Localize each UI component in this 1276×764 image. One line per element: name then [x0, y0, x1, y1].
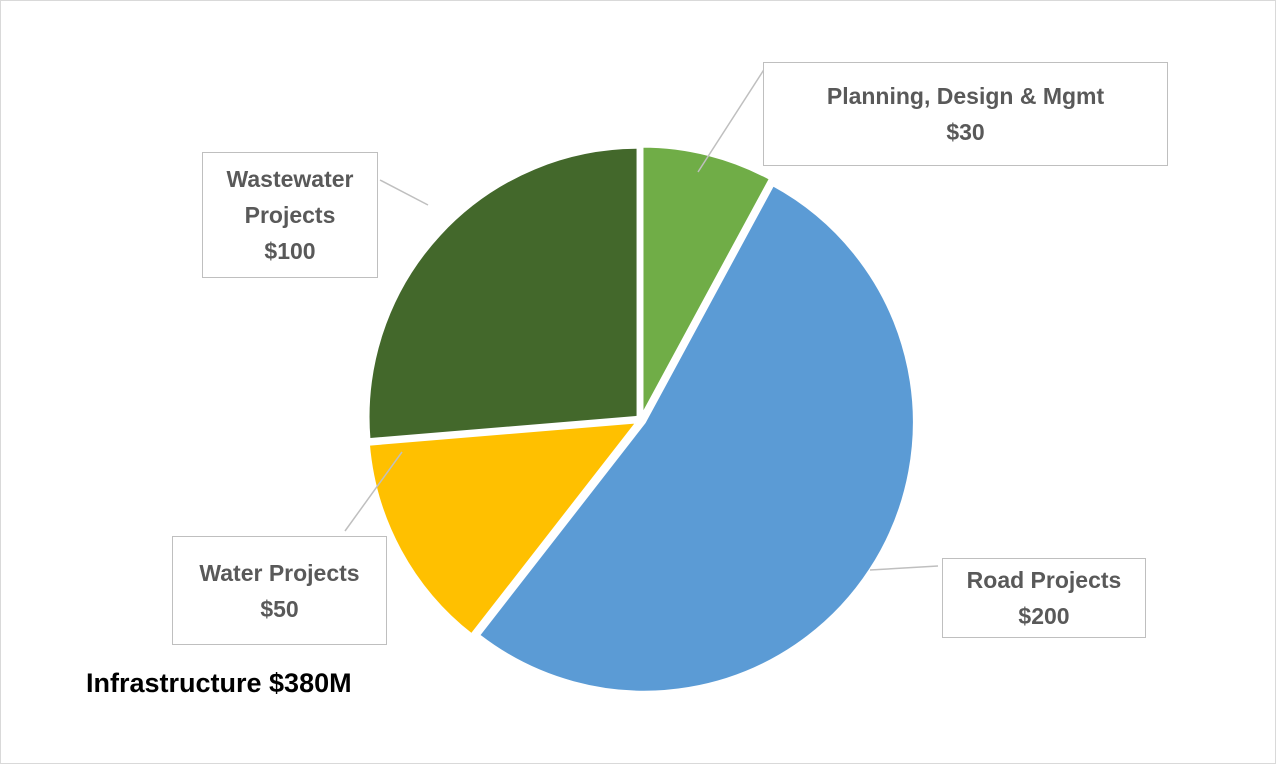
- pie-slice: [640, 144, 773, 417]
- leader-line: [379, 179, 429, 206]
- data-label: Water Projects $50: [172, 536, 387, 645]
- label-name: Road Projects: [966, 567, 1122, 593]
- leader-line: [869, 565, 939, 571]
- pie-slice: [366, 420, 641, 638]
- chart-title: Infrastructure $380M: [86, 668, 352, 698]
- data-label: Road Projects $200: [942, 558, 1146, 638]
- pie-slice: [366, 145, 640, 442]
- label-value: $50: [260, 595, 299, 622]
- leader-line: [344, 451, 403, 532]
- label-name: Planning, Design & Mgmt: [826, 83, 1105, 109]
- label-value: $200: [1018, 603, 1070, 629]
- label-value: $100: [264, 238, 316, 264]
- leader-line: [697, 67, 766, 173]
- label-name: Water Projects: [199, 559, 360, 586]
- label-name: Wastewater Projects: [226, 166, 354, 228]
- label-value: $30: [946, 119, 985, 145]
- data-label: Planning, Design & Mgmt $30: [763, 62, 1168, 166]
- data-label: Wastewater Projects $100: [202, 152, 378, 278]
